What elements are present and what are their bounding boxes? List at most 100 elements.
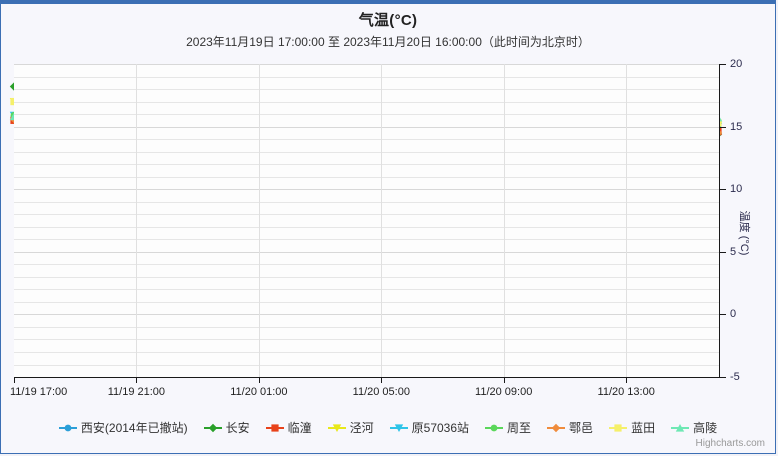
gridline-vertical — [136, 64, 138, 377]
y-tick-label: 20 — [730, 58, 743, 70]
data-point-marker — [208, 423, 217, 432]
legend-marker-icon — [58, 422, 77, 434]
y-tick-label: 15 — [730, 120, 743, 133]
x-tick-mark — [626, 378, 628, 383]
data-point-marker — [394, 423, 403, 432]
legend-item-2[interactable]: 临潼 — [265, 419, 312, 436]
data-point-marker — [675, 423, 685, 432]
y-tick-label: 0 — [730, 308, 737, 321]
gridline-horizontal — [14, 352, 719, 353]
legend-item-4[interactable]: 原57036站 — [389, 419, 470, 436]
legend-item-8[interactable]: 高陵 — [671, 419, 717, 436]
legend-item-7[interactable]: 蓝田 — [609, 419, 655, 436]
x-tick-label: 11/20 13:00 — [597, 386, 655, 398]
chart-title: 气温(°C) — [358, 12, 418, 29]
gridline-horizontal — [14, 139, 719, 141]
data-point-marker — [332, 423, 341, 432]
gridline-horizontal — [14, 76, 719, 78]
gridline-vertical — [381, 64, 383, 377]
data-point-marker — [490, 424, 498, 431]
gridline-horizontal — [14, 114, 719, 116]
legend-item-label: 鄠邑 — [569, 421, 594, 435]
x-tick-label: 11/20 05:00 — [352, 386, 410, 398]
data-point-marker — [614, 423, 622, 432]
gridline-horizontal — [14, 64, 719, 65]
gridline-horizontal — [14, 251, 719, 253]
data-point-marker — [64, 424, 72, 431]
legend-item-1[interactable]: 长安 — [203, 419, 250, 436]
legend-item-3[interactable]: 泾河 — [327, 419, 374, 436]
gridline-horizontal — [14, 176, 719, 178]
gridline-horizontal — [14, 189, 719, 191]
gridline-horizontal — [14, 126, 719, 128]
gridline-horizontal — [14, 101, 719, 103]
y-tick-mark — [720, 377, 726, 378]
legend-item-label: 临潼 — [287, 421, 312, 435]
gridline-horizontal — [14, 89, 719, 90]
legend-item-label: 高陵 — [693, 421, 718, 435]
gridline-horizontal — [14, 289, 719, 291]
y-axis-line — [719, 64, 720, 378]
x-tick-label: 11/20 01:00 — [230, 386, 288, 398]
legend-item-label: 长安 — [225, 421, 250, 435]
gridline-horizontal — [14, 239, 719, 241]
legend-marker-icon — [547, 422, 566, 434]
x-tick-mark — [258, 378, 260, 383]
x-tick-label: 11/19 21:00 — [107, 386, 166, 398]
gridline-vertical — [626, 64, 628, 377]
gridline-horizontal — [14, 364, 719, 366]
gridline-horizontal — [14, 164, 719, 166]
y-axis-title: 温度 (°C) — [738, 210, 750, 256]
legend-item-label: 蓝田 — [631, 421, 656, 435]
y-tick-mark — [720, 126, 726, 128]
y-tick-mark — [720, 251, 726, 253]
chart-legend: 西安(2014年已撤站) 长安 临潼 泾河 原57036站 周至 鄠邑 蓝田 高陵 — [1, 419, 775, 436]
legend-marker-icon — [389, 422, 408, 434]
legend-item-6[interactable]: 鄠邑 — [547, 419, 593, 436]
legend-item-label: 原57036站 — [411, 421, 470, 435]
gridline-horizontal — [14, 326, 719, 328]
legend-marker-icon — [609, 422, 628, 434]
y-tick-mark — [720, 314, 726, 316]
x-tick-mark — [381, 378, 383, 383]
y-tick-mark — [720, 64, 726, 65]
y-tick-label: 5 — [730, 245, 737, 258]
legend-marker-icon — [671, 422, 690, 434]
gridline-vertical — [258, 64, 260, 377]
y-tick-label: -5 — [730, 371, 740, 383]
highcharts-credit: Highcharts.com — [695, 438, 765, 449]
data-point-marker — [271, 423, 279, 432]
gridline-horizontal — [14, 226, 719, 228]
plot-background — [14, 64, 719, 377]
gridline-horizontal — [14, 151, 719, 153]
legend-marker-icon — [327, 422, 346, 434]
legend-item-0[interactable]: 西安(2014年已撤站) — [58, 419, 188, 436]
x-tick-label: 11/19 17:00 — [10, 386, 68, 398]
legend-item-label: 泾河 — [349, 421, 374, 435]
legend-marker-icon — [203, 422, 222, 434]
x-axis-line — [14, 377, 720, 378]
gridline-horizontal — [14, 301, 719, 303]
x-tick-label: 11/20 09:00 — [475, 386, 533, 398]
legend-marker-icon — [485, 422, 504, 434]
x-tick-mark — [503, 378, 505, 383]
legend-marker-icon — [265, 422, 284, 434]
chart-subtitle: 2023年11月19日 17:00:00 至 2023年11月20日 16:00… — [186, 35, 590, 49]
gridline-horizontal — [14, 276, 719, 278]
gridline-horizontal — [14, 214, 719, 216]
gridline-horizontal — [14, 264, 719, 266]
gridline-horizontal — [14, 201, 719, 203]
gridline-vertical — [503, 64, 505, 377]
legend-item-label: 周至 — [507, 421, 532, 435]
gridline-horizontal — [14, 314, 719, 316]
plot-area — [9, 64, 723, 378]
gridline-horizontal — [14, 339, 719, 341]
legend-item-label: 西安(2014年已撤站) — [80, 421, 188, 435]
x-tick-mark — [14, 378, 15, 383]
x-tick-mark — [136, 378, 138, 383]
data-point-marker — [551, 423, 561, 432]
y-tick-label: 10 — [730, 183, 743, 196]
y-tick-mark — [720, 189, 726, 191]
legend-item-5[interactable]: 周至 — [485, 419, 531, 436]
